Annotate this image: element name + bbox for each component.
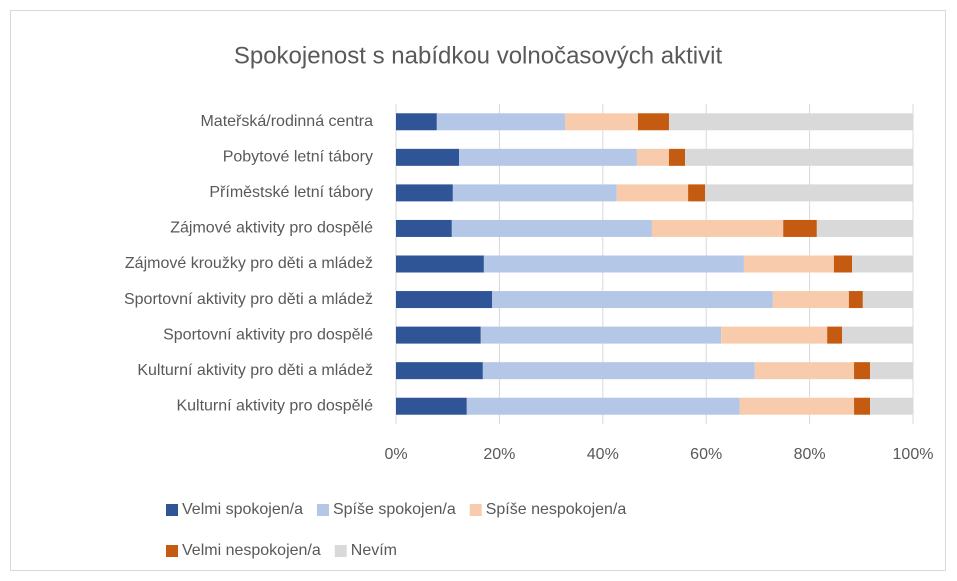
bar-segment — [480, 326, 722, 344]
bar-segment — [783, 219, 817, 237]
bar-segment — [848, 291, 863, 309]
bar-segment — [396, 362, 483, 380]
chart-frame — [10, 10, 946, 571]
x-tick-label: 100% — [893, 446, 934, 463]
chart-title: Spokojenost s nabídkou volnočasových akt… — [234, 42, 723, 69]
y-tick-label: Příměstské letní tábory — [209, 184, 373, 201]
bar-segment — [772, 291, 849, 309]
x-tick-label: 0% — [384, 446, 407, 463]
bar-segment — [870, 397, 913, 415]
legend-swatch — [469, 504, 482, 516]
bar-segment — [685, 148, 913, 166]
bar-segment — [436, 113, 566, 131]
x-tick-label: 80% — [794, 446, 826, 463]
legend-label: Spíše spokojen/a — [333, 501, 456, 518]
bar-segment — [451, 219, 652, 237]
bar-segment — [396, 113, 437, 131]
legend-swatch — [316, 504, 329, 516]
bar-segment — [754, 362, 855, 380]
bar-segment — [459, 148, 637, 166]
bar-segment — [492, 291, 773, 309]
bar-segment — [616, 184, 689, 202]
y-tick-label: Kulturní aktivity pro dospělé — [176, 397, 373, 414]
bar-segment — [668, 148, 686, 166]
bar-segment — [396, 397, 467, 415]
legend-label: Nevím — [351, 542, 397, 559]
y-tick-label: Mateřská/rodinná centra — [200, 113, 373, 130]
legend-label: Velmi spokojen/a — [182, 501, 303, 518]
bar-segment — [396, 219, 452, 237]
y-tick-label: Sportovní aktivity pro děti a mládež — [124, 291, 373, 308]
bar-segment — [466, 397, 740, 415]
bar-segment — [842, 326, 913, 344]
bar-segment — [816, 219, 913, 237]
legend-swatch — [166, 504, 178, 516]
bar-segment — [565, 113, 638, 131]
bar-segment — [396, 255, 484, 273]
bar-segment — [854, 397, 871, 415]
bar-segment — [739, 397, 855, 415]
bar-segment — [482, 362, 755, 380]
bar-segment — [483, 255, 744, 273]
y-tick-label: Pobytové letní tábory — [223, 149, 373, 166]
bar-segment — [705, 184, 913, 202]
y-tick-label: Kulturní aktivity pro děti a mládež — [137, 362, 373, 379]
bar-segment — [688, 184, 706, 202]
legend-label: Velmi nespokojen/a — [182, 542, 321, 559]
legend-label: Spíše nespokojen/a — [486, 501, 627, 518]
bar-segment — [636, 148, 669, 166]
x-tick-label: 40% — [587, 446, 619, 463]
bar-segment — [854, 362, 871, 380]
bar-segment — [651, 219, 784, 237]
bar-segment — [452, 184, 617, 202]
y-tick-label: Sportovní aktivity pro dospělé — [163, 326, 373, 343]
bar-segment — [721, 326, 828, 344]
bar-segment — [668, 113, 913, 131]
legend-swatch — [334, 545, 347, 557]
bar-segment — [396, 148, 460, 166]
bar-segment — [637, 113, 669, 131]
x-tick-label: 60% — [690, 446, 722, 463]
bar-segment — [743, 255, 834, 273]
legend-swatch — [166, 545, 178, 557]
y-tick-label: Zájmové kroužky pro děti a mládež — [125, 255, 373, 272]
bar-segment — [851, 255, 913, 273]
bar-segment — [396, 184, 453, 202]
bar-segment — [870, 362, 913, 380]
bar-segment — [396, 291, 493, 309]
bar-segment — [862, 291, 913, 309]
x-tick-label: 20% — [483, 446, 515, 463]
y-tick-label: Zájmové aktivity pro dospělé — [170, 220, 373, 237]
bar-segment — [827, 326, 843, 344]
bar-segment — [396, 326, 481, 344]
bar-segment — [833, 255, 852, 273]
